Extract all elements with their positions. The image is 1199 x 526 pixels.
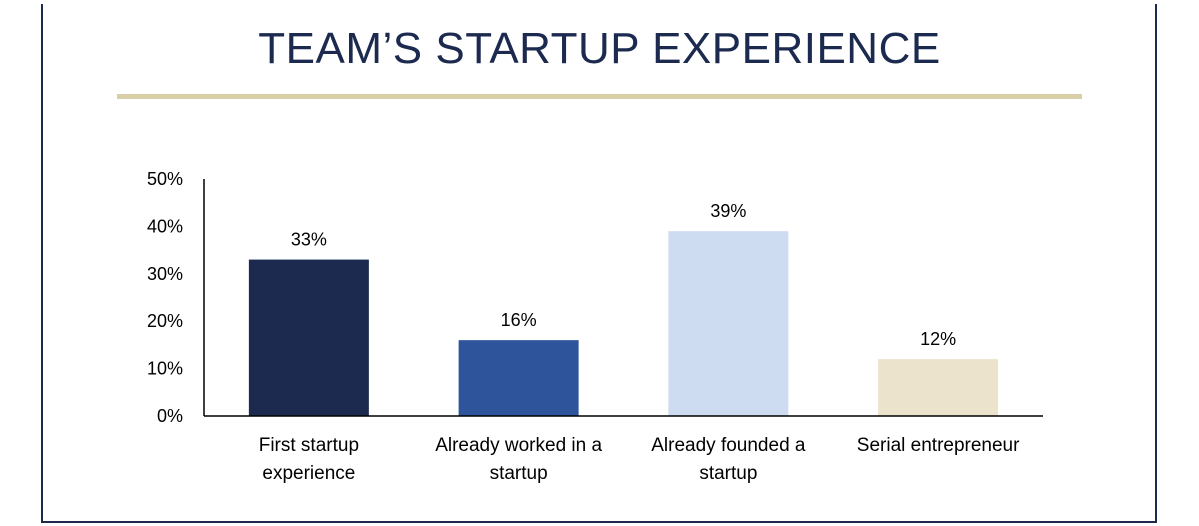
data-label: 39% <box>710 201 746 221</box>
chart-title: TEAM’S STARTUP EXPERIENCE <box>258 24 941 73</box>
y-tick-label: 40% <box>147 216 183 236</box>
x-category-label: Serial entrepreneur <box>857 435 1020 456</box>
data-label: 12% <box>920 329 956 349</box>
y-tick-label: 30% <box>147 264 183 284</box>
x-category-label: Already founded a <box>651 435 806 456</box>
data-label: 33% <box>291 230 327 250</box>
x-category-label: experience <box>262 463 355 484</box>
data-label: 16% <box>501 310 537 330</box>
x-category-label: startup <box>699 463 757 484</box>
bar <box>878 359 999 416</box>
title-underline <box>117 94 1082 99</box>
y-tick-label: 10% <box>147 359 183 379</box>
x-category-label: First startup <box>259 435 359 456</box>
bar <box>668 231 789 416</box>
x-axis: First startup experience Already worked in… <box>204 415 1043 484</box>
y-tick-label: 20% <box>147 311 183 331</box>
x-category-label: startup <box>490 463 548 484</box>
bars: 33% 16% 39% 12% <box>248 201 999 416</box>
y-tick-label: 50% <box>147 169 183 189</box>
x-category-label: Already worked in a <box>435 435 602 456</box>
y-tick-label: 0% <box>157 406 183 426</box>
bar <box>248 259 369 416</box>
bar <box>458 340 579 416</box>
chart-frame <box>41 4 1157 523</box>
y-axis: 0% 10% 20% 30% 40% 50% <box>147 169 205 426</box>
